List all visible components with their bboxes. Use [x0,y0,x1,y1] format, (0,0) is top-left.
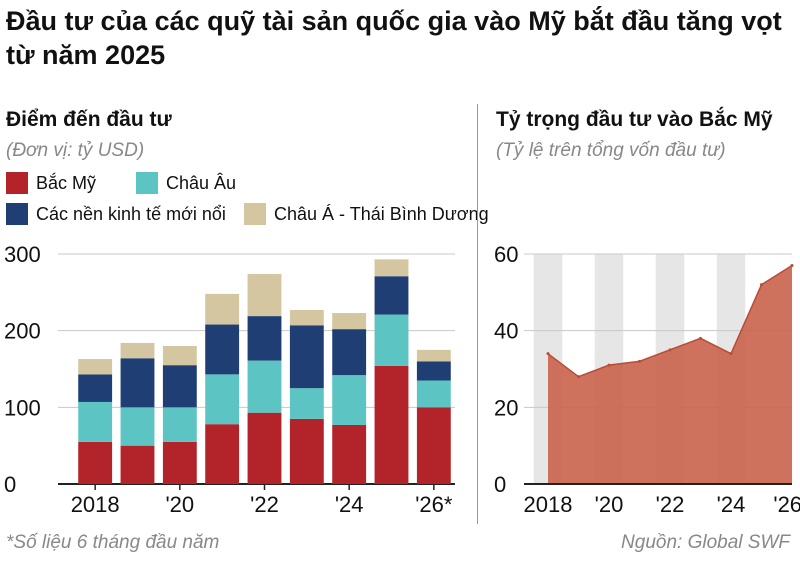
y-tick-label: 40 [494,319,518,344]
x-tick-label: 2018 [71,492,120,517]
legend-item-chau-au: Châu Âu [136,172,236,194]
bar-segment [162,346,197,366]
bar-segment [332,313,367,330]
x-tick-label: 2018 [524,492,573,517]
area-point [729,352,733,356]
bar-segment [289,309,324,326]
y-tick-label: 100 [4,395,41,420]
bar-segment [247,316,282,361]
footnote: *Số liệu 6 tháng đầu năm [6,532,220,553]
legend-swatch-chau-au [136,172,158,194]
area-fill [548,265,792,484]
chart-title: Đầu tư của các quỹ tài sản quốc gia vào … [6,6,782,70]
source-note: Nguồn: Global SWF [621,532,790,553]
x-tick-label: '26* [415,492,453,517]
bar-segment [162,441,197,484]
bar-segment [416,361,451,381]
area-point [546,352,550,356]
bar-segment [78,401,113,442]
bar-segment [120,407,155,446]
area-point [607,363,611,367]
bar-segment [374,314,409,366]
right-panel-unit: (Tỷ lệ trên tổng vốn đầu tư) [496,140,726,161]
y-tick-label: 0 [494,472,506,497]
legend-label-apac: Châu Á - Thái Bình Dương [274,203,489,224]
x-tick-label: '24 [335,492,364,517]
x-tick-label: '20 [165,492,194,517]
legend-swatch-apac [244,203,266,225]
x-tick-label: '22 [656,492,685,517]
bar-segment [120,445,155,484]
bar-segment [374,365,409,484]
left-panel-heading: Điểm đến đầu tư [6,108,172,131]
bar-segment [416,349,451,362]
x-tick-label: '20 [595,492,624,517]
stacked-bar-chart: 0 100 200 300 2018 '20 '22 '24 '26* [4,242,455,517]
area-point [790,264,794,267]
bar-segment [78,441,113,484]
right-panel-heading: Tỷ trọng đầu tư vào Bắc Mỹ [496,108,773,131]
legend-label-bac-my: Bắc Mỹ [36,172,97,193]
x-tick-label: '26* [773,492,800,517]
area-point [668,348,672,352]
area-point [638,359,641,363]
y-tick-label: 0 [4,472,16,497]
bar-segment [332,329,367,376]
bar-segment [374,259,409,277]
bar-segment [416,407,451,484]
legend-item-bac-my: Bắc Mỹ [6,172,96,194]
left-panel-unit: (Đơn vị: tỷ USD) [6,140,145,161]
bar-segment [247,273,282,317]
legend-swatch-emerging [6,203,28,225]
legend-item-apac: Châu Á - Thái Bình Dương [244,203,489,225]
bar-segment [120,358,155,408]
bar-segment [78,374,113,402]
bar-segment [374,276,409,315]
x-tick-label: '22 [250,492,279,517]
area-point [760,283,763,287]
bar-segment [247,360,282,413]
bar-segment [416,380,451,408]
bar-segment [162,365,197,408]
area-point [577,375,580,379]
bar-segment [78,359,113,375]
legend-label-chau-au: Châu Âu [166,172,237,193]
y-tick-label: 300 [4,242,41,267]
legend-item-emerging: Các nền kinh tế mới nổi [6,203,226,225]
bar-segment [289,418,324,484]
legend-swatch-bac-my [6,172,28,194]
y-tick-label: 200 [4,319,41,344]
bar-segment [205,324,240,375]
bar-segment [205,424,240,484]
bar-segment [247,412,282,484]
y-tick-label: 60 [494,242,518,267]
bar-segment [120,342,155,359]
bar-segment [162,407,197,442]
bar-segment [332,375,367,425]
bar-segment [205,374,240,425]
legend-label-emerging: Các nền kinh tế mới nổi [36,203,226,224]
bar-segment [332,424,367,484]
area-chart: 0 20 40 60 2018 '20 '22 '24 '26* [494,242,800,517]
bar-segment [289,388,324,419]
panel-divider [477,104,478,524]
x-tick-label: '24 [717,492,746,517]
area-point [699,336,702,340]
bar-segment [205,293,240,325]
bar-segment [289,325,324,389]
y-tick-label: 20 [494,395,518,420]
